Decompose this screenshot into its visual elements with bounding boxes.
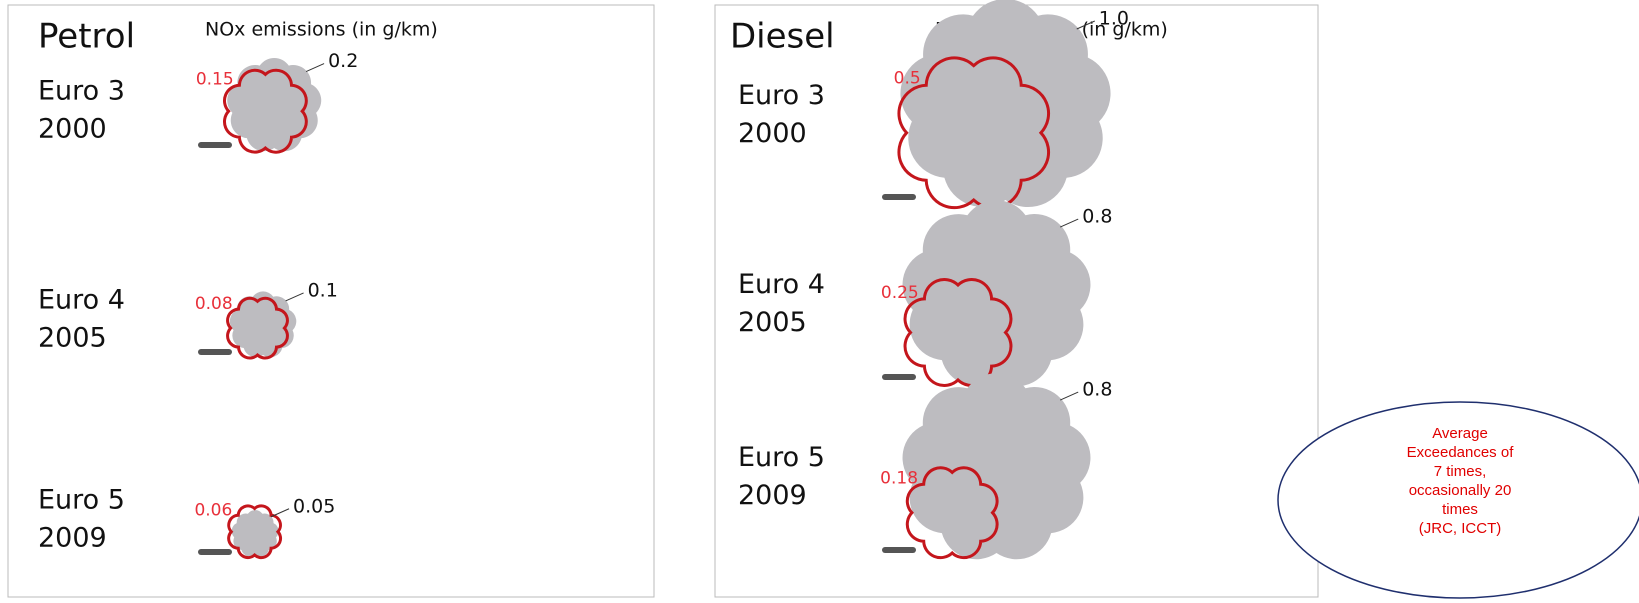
limit-value: 0.06 xyxy=(194,500,232,520)
car-icon xyxy=(882,374,916,380)
car-icon xyxy=(882,547,916,553)
note-line: Exceedances of xyxy=(1407,444,1515,461)
note-line: 7 times, xyxy=(1434,463,1487,480)
standard: Euro 3 xyxy=(38,75,125,106)
real-emission-cloud xyxy=(227,58,322,152)
year: 2005 xyxy=(738,307,807,338)
fuel-title: Diesel xyxy=(730,17,835,57)
standard: Euro 4 xyxy=(738,269,825,300)
petrol-panel xyxy=(7,4,655,598)
limit-emission-cloud xyxy=(905,466,999,560)
real-value: 0.05 xyxy=(293,495,335,517)
fuel-title: Petrol xyxy=(38,17,135,57)
real-emission-cloud xyxy=(900,0,1111,208)
year: 2005 xyxy=(38,323,107,354)
real-value: 0.2 xyxy=(328,50,358,72)
real-emission-cloud xyxy=(231,510,279,557)
year: 2009 xyxy=(738,480,807,511)
real-value: 1.0 xyxy=(1099,8,1129,30)
standard: Euro 5 xyxy=(738,442,825,473)
limit-emission-cloud xyxy=(897,56,1051,210)
limit-emission-cloud xyxy=(223,68,308,154)
leader-line xyxy=(1059,391,1079,401)
note-line: times xyxy=(1442,501,1478,518)
standard: Euro 4 xyxy=(38,285,125,316)
real-value: 0.8 xyxy=(1082,379,1112,401)
car-icon xyxy=(882,194,916,200)
car-icon xyxy=(198,142,232,148)
real-value: 0.1 xyxy=(308,279,338,301)
limit-value: 0.08 xyxy=(195,294,233,314)
limit-emission-cloud xyxy=(226,296,289,360)
real-emission-cloud xyxy=(229,291,297,358)
leader-line xyxy=(1059,218,1079,228)
note-line: (JRC, ICCT) xyxy=(1419,520,1502,537)
limit-emission-cloud xyxy=(903,278,1013,387)
note-line: Average xyxy=(1432,425,1488,442)
note-ellipse xyxy=(1277,401,1639,599)
year: 2000 xyxy=(38,113,107,144)
real-emission-cloud xyxy=(902,200,1091,387)
year: 2009 xyxy=(38,523,107,554)
standard: Euro 3 xyxy=(738,80,825,111)
real-emission-cloud xyxy=(902,373,1091,560)
standard: Euro 5 xyxy=(38,485,125,516)
leader-line xyxy=(305,63,325,72)
real-value: 0.8 xyxy=(1082,206,1112,228)
limit-value: 0.5 xyxy=(894,68,921,88)
leader-line xyxy=(270,508,290,518)
leader-line xyxy=(285,292,304,302)
limit-value: 0.18 xyxy=(880,468,918,488)
leader-line xyxy=(1076,20,1095,30)
year: 2000 xyxy=(738,118,807,149)
limit-emission-cloud xyxy=(227,504,283,560)
car-icon xyxy=(198,549,232,555)
limit-value: 0.15 xyxy=(196,70,234,90)
limit-value: 0.25 xyxy=(881,283,919,303)
unit-label: NOx emissions (in g/km) xyxy=(205,19,438,41)
car-icon xyxy=(198,349,232,355)
note-line: occasionally 20 xyxy=(1409,482,1512,499)
